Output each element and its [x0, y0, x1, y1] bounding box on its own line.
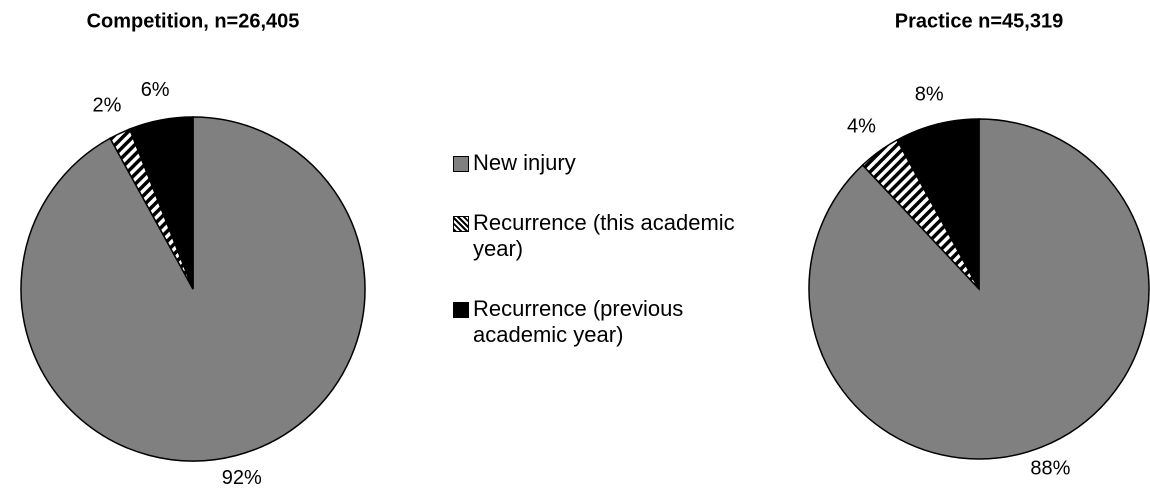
legend-label: Recurrence (previous academic year) — [473, 296, 684, 347]
data-label: 6% — [141, 79, 170, 101]
data-label: 8% — [915, 84, 944, 106]
legend-label: Recurrence (this academic year) — [473, 210, 735, 261]
pie-slice — [896, 118, 980, 290]
legend-item: New injury — [453, 150, 743, 176]
legend-item: Recurrence (this academic year) — [453, 210, 743, 262]
data-label: 2% — [93, 95, 122, 117]
pie-slice — [128, 116, 194, 290]
legend-label: New injury — [473, 150, 576, 175]
data-label: 92% — [222, 467, 262, 489]
legend-swatch — [453, 302, 469, 318]
pie-slice — [20, 116, 366, 462]
data-label: 4% — [847, 115, 876, 137]
chart-title: Practice n=45,319 — [895, 10, 1063, 32]
data-label: 88% — [1030, 458, 1070, 480]
legend-swatch — [453, 216, 469, 232]
legend-swatch — [453, 156, 469, 172]
legend-item: Recurrence (previous academic year) — [453, 296, 743, 348]
pie-slice — [808, 118, 1150, 460]
legend: New injury Recurrence (this academic year… — [453, 150, 743, 382]
chart-title: Competition, n=26,405 — [87, 10, 300, 32]
